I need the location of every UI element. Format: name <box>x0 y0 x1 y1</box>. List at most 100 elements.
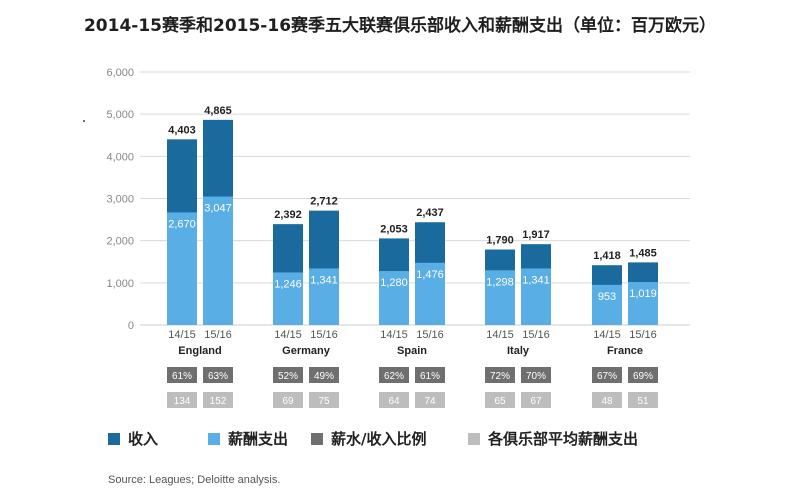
revenue-data-label: 4,403 <box>168 124 196 136</box>
season-tick-label: 15/16 <box>629 329 657 341</box>
ratio-box <box>203 367 233 383</box>
wages-bar <box>592 284 622 325</box>
legend-label: 薪酬支出 <box>228 430 288 448</box>
avg-wage-box <box>592 392 622 408</box>
revenue-data-label: 1,418 <box>593 250 621 262</box>
ratio-label: 70% <box>526 371 546 382</box>
revenue-data-label: 1,917 <box>522 229 550 241</box>
wages-data-label: 1,341 <box>310 274 338 286</box>
legend-label: 各俱乐部平均薪酬支出 <box>487 430 638 448</box>
wages-data-label: 3,047 <box>204 203 232 215</box>
avg-wage-box <box>273 392 303 408</box>
wages-bar <box>273 272 303 325</box>
y-tick-label: 4,000 <box>106 151 134 163</box>
season-tick-label: 15/16 <box>416 329 444 341</box>
wages-bar <box>521 268 551 325</box>
wages-bar <box>309 268 339 325</box>
ratio-label: 61% <box>420 371 440 382</box>
ratio-box <box>521 367 551 383</box>
avg-wage-box <box>167 392 197 408</box>
y-tick-label: 6,000 <box>106 67 134 79</box>
ratio-label: 52% <box>278 371 298 382</box>
wages-bar <box>167 212 197 325</box>
chart-title: 2014-15赛季和2015-16赛季五大联赛俱乐部收入和薪酬支出（单位：百万欧… <box>83 16 717 36</box>
wages-data-label: 1,019 <box>629 288 657 300</box>
avg-wage-label: 74 <box>424 396 436 407</box>
season-tick-label: 15/16 <box>522 329 550 341</box>
avg-wage-label: 75 <box>318 396 330 407</box>
wages-bar <box>379 271 409 325</box>
ratio-box <box>485 367 515 383</box>
avg-wage-box <box>309 392 339 408</box>
source-note: Source: Leagues; Deloitte analysis. <box>108 474 281 486</box>
wages-data-label: 2,670 <box>168 218 196 230</box>
revenue-data-label: 2,437 <box>416 207 444 219</box>
league-label: England <box>178 345 221 357</box>
revenue-data-label: 2,053 <box>380 223 408 235</box>
wages-data-label: 953 <box>598 291 616 303</box>
league-label: Italy <box>507 345 530 357</box>
season-tick-label: 14/15 <box>168 329 196 341</box>
ratio-label: 49% <box>314 371 334 382</box>
stray-dot <box>83 120 85 122</box>
ratio-label: 72% <box>490 371 510 382</box>
avg-wage-box <box>203 392 233 408</box>
legend-label: 收入 <box>128 430 158 448</box>
ratio-label: 63% <box>208 371 228 382</box>
y-tick-label: 0 <box>128 320 134 332</box>
legend-swatch <box>208 433 220 445</box>
avg-wage-label: 67 <box>530 396 542 407</box>
ratio-box <box>309 367 339 383</box>
ratio-label: 61% <box>172 371 192 382</box>
avg-wage-box <box>379 392 409 408</box>
wages-data-label: 1,341 <box>522 274 550 286</box>
ratio-box <box>167 367 197 383</box>
y-tick-label: 2,000 <box>106 236 134 248</box>
season-tick-label: 15/16 <box>204 329 232 341</box>
wages-data-label: 1,476 <box>416 269 444 281</box>
ratio-box <box>273 367 303 383</box>
league-label: Germany <box>282 345 331 357</box>
league-label: Spain <box>397 345 427 357</box>
avg-wage-box <box>415 392 445 408</box>
wages-data-label: 1,280 <box>380 277 408 289</box>
revenue-data-label: 2,712 <box>310 196 338 208</box>
ratio-label: 69% <box>633 371 653 382</box>
y-tick-label: 5,000 <box>106 109 134 121</box>
season-tick-label: 14/15 <box>274 329 302 341</box>
avg-wage-box <box>521 392 551 408</box>
revenue-data-label: 4,865 <box>204 105 232 117</box>
revenue-data-label: 1,790 <box>486 235 514 247</box>
legend-swatch <box>108 433 120 445</box>
avg-wage-label: 64 <box>388 396 400 407</box>
avg-wage-box <box>628 392 658 408</box>
revenue-data-label: 1,485 <box>629 247 657 259</box>
ratio-box <box>379 367 409 383</box>
y-tick-label: 1,000 <box>106 278 134 290</box>
ratio-box <box>628 367 658 383</box>
avg-wage-label: 69 <box>282 396 294 407</box>
wages-data-label: 1,298 <box>486 276 514 288</box>
wages-bar <box>203 196 233 325</box>
avg-wage-label: 48 <box>601 396 613 407</box>
ratio-label: 67% <box>597 371 617 382</box>
ratio-box <box>592 367 622 383</box>
avg-wage-label: 152 <box>210 396 227 407</box>
y-tick-label: 3,000 <box>106 194 134 206</box>
league-label: France <box>607 345 643 357</box>
wages-bar <box>415 262 445 325</box>
revenue-data-label: 2,392 <box>274 209 302 221</box>
season-tick-label: 15/16 <box>310 329 338 341</box>
legend-swatch <box>468 433 480 445</box>
season-tick-label: 14/15 <box>593 329 621 341</box>
season-tick-label: 14/15 <box>380 329 408 341</box>
season-tick-label: 14/15 <box>486 329 514 341</box>
wages-data-label: 1,246 <box>274 278 302 290</box>
avg-wage-box <box>485 392 515 408</box>
avg-wage-label: 51 <box>637 396 649 407</box>
wages-bar <box>628 282 658 325</box>
wages-bar <box>485 270 515 325</box>
ratio-box <box>415 367 445 383</box>
avg-wage-label: 134 <box>174 396 191 407</box>
